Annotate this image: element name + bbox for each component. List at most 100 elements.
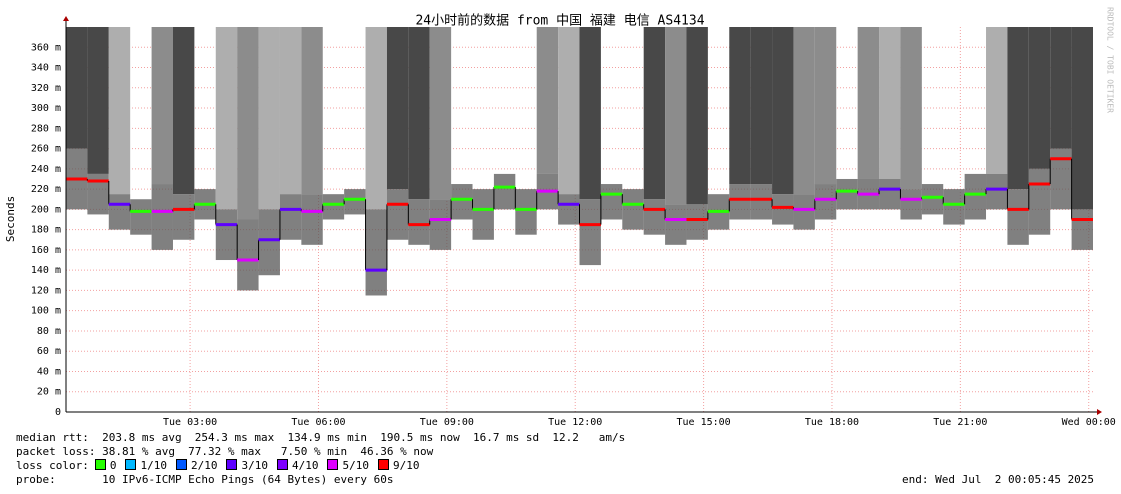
y-tick-label: 300 m xyxy=(31,103,61,114)
y-tick-label: 0 xyxy=(55,407,61,418)
loss-bar xyxy=(258,27,280,210)
loss-bar xyxy=(151,27,173,185)
smoke xyxy=(1071,209,1093,250)
smoke xyxy=(729,184,751,220)
legend-label: 9/10 xyxy=(392,459,420,472)
loss-bar xyxy=(215,27,238,210)
loss-bar xyxy=(279,27,302,195)
loss-bar xyxy=(536,27,559,174)
loss-bar xyxy=(793,27,815,195)
legend-label: 3/10 xyxy=(241,459,268,472)
x-tick-label: Tue 21:00 xyxy=(933,417,987,428)
smoke xyxy=(493,173,516,210)
stats-line: median rtt: 203.8 ms avg 254.3 ms max 13… xyxy=(16,431,626,444)
y-axis-label: Seconds xyxy=(4,196,17,242)
x-tick-label: Wed 00:00 xyxy=(1062,417,1116,428)
x-tick-label: Tue 09:00 xyxy=(420,417,474,428)
smoke xyxy=(301,194,323,245)
y-tick-label: 120 m xyxy=(31,285,61,296)
smoke xyxy=(665,204,687,245)
legend-swatch xyxy=(226,459,238,470)
legend-label: 4/10 xyxy=(291,459,319,472)
smoke xyxy=(943,189,965,225)
smoke xyxy=(1050,148,1072,210)
smoke xyxy=(1007,189,1029,245)
chart-title: 24小时前的数据 from 中国 福建 电信 AS4134 xyxy=(415,13,704,29)
smoke xyxy=(279,194,302,240)
legend-swatch xyxy=(377,459,389,470)
legend-label: 0 xyxy=(109,459,117,472)
legend-label: loss color: xyxy=(16,459,89,472)
smoke xyxy=(322,194,345,220)
loss-bar xyxy=(772,27,794,195)
smoke xyxy=(772,194,794,225)
axis-arrow xyxy=(1097,409,1102,415)
smoke xyxy=(472,189,494,240)
y-tick-label: 260 m xyxy=(31,144,61,155)
smoke xyxy=(386,189,409,240)
y-tick-label: 220 m xyxy=(31,184,61,195)
legend-swatch xyxy=(276,459,288,470)
loss-bar xyxy=(87,27,109,174)
end-time: end: Wed Jul 2 00:05:45 2025 xyxy=(902,473,1095,486)
legend-label: 5/10 xyxy=(342,459,369,472)
smoke xyxy=(365,209,387,296)
loss-bar xyxy=(408,27,430,200)
loss-bar xyxy=(579,27,601,200)
stats-line: packet loss: 38.81 % avg 77.32 % max 7.5… xyxy=(16,445,434,458)
y-tick-label: 320 m xyxy=(31,83,61,94)
x-tick-label: Tue 12:00 xyxy=(548,417,602,428)
smoke xyxy=(130,199,152,235)
legend-label: 1/10 xyxy=(140,459,167,472)
smoke xyxy=(921,184,944,215)
y-tick-label: 200 m xyxy=(31,204,61,215)
smoke xyxy=(622,189,644,230)
y-tick-label: 180 m xyxy=(31,225,61,236)
y-tick-label: 60 m xyxy=(37,346,61,357)
y-tick-label: 340 m xyxy=(31,63,61,74)
loss-bar xyxy=(558,27,580,195)
smoke xyxy=(964,173,987,220)
y-tick-label: 80 m xyxy=(37,326,61,337)
smoke xyxy=(558,194,580,225)
smoke xyxy=(986,173,1008,210)
smoke xyxy=(429,199,452,250)
smoke xyxy=(515,189,537,235)
loss-bar xyxy=(429,27,452,200)
loss-bar xyxy=(750,27,773,185)
smoke xyxy=(151,184,173,250)
smoke xyxy=(750,184,773,220)
smoke xyxy=(172,194,195,240)
y-tick-label: 360 m xyxy=(31,42,61,53)
smoke xyxy=(87,173,109,215)
loss-bar xyxy=(857,27,880,179)
smoke xyxy=(258,209,280,276)
loss-bar xyxy=(643,27,666,200)
loss-bar xyxy=(1007,27,1029,190)
smoke xyxy=(793,194,815,230)
legend-label: 2/10 xyxy=(190,459,218,472)
smoke xyxy=(600,184,623,220)
loss-bar xyxy=(686,27,708,205)
loss-bar xyxy=(1050,27,1072,149)
smoke xyxy=(814,184,837,220)
legend-swatch xyxy=(175,459,187,470)
smoke xyxy=(215,209,238,261)
x-tick-label: Tue 15:00 xyxy=(677,417,731,428)
smoke xyxy=(879,178,901,210)
loss-bar xyxy=(365,27,387,210)
loss-bar xyxy=(237,27,259,220)
y-tick-label: 160 m xyxy=(31,245,61,256)
y-tick-label: 20 m xyxy=(37,387,61,398)
legend-swatch xyxy=(94,459,106,470)
smoke xyxy=(686,204,708,240)
x-tick-label: Tue 03:00 xyxy=(163,417,217,428)
probe: probe: 10 IPv6-ICMP Echo Pings (64 Bytes… xyxy=(16,473,394,486)
smoke xyxy=(579,199,601,266)
y-tick-label: 140 m xyxy=(31,265,61,276)
smoke xyxy=(451,184,473,220)
y-tick-label: 240 m xyxy=(31,164,61,175)
loss-bar xyxy=(729,27,751,185)
loss-bar xyxy=(900,27,922,190)
